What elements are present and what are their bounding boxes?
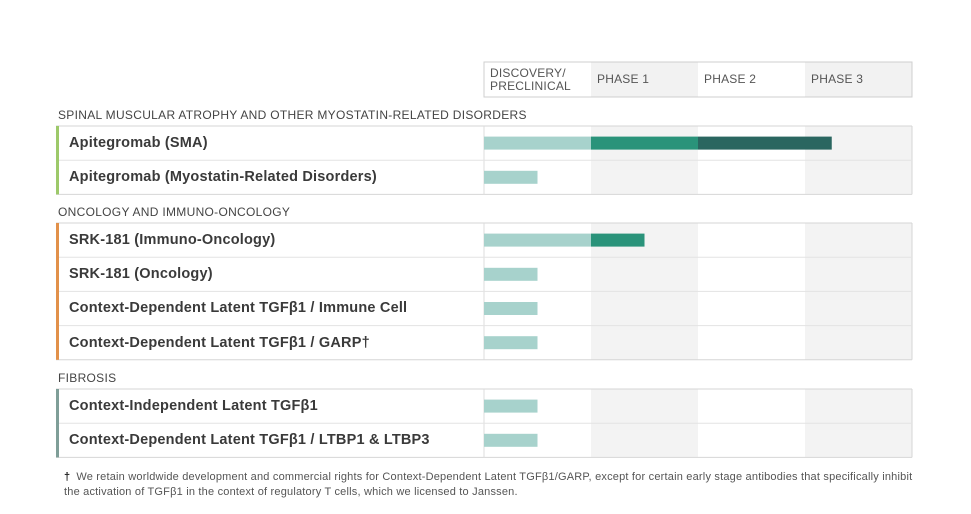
stage-header-cell xyxy=(591,62,698,97)
program-label: SRK-181 (Immuno-Oncology) xyxy=(69,232,276,248)
footnote-text: We retain worldwide development and comm… xyxy=(64,471,913,498)
progress-bar-segment xyxy=(484,399,538,413)
pipeline-chart-svg xyxy=(56,61,913,458)
stage-header-border xyxy=(483,61,913,98)
progress-bar-segment xyxy=(591,136,698,150)
program-label: Context-Dependent Latent TGFβ1 / GARP† xyxy=(69,334,370,351)
progress-bar-segment xyxy=(805,136,832,150)
program-label: Context-Dependent Latent TGFβ1 / Immune … xyxy=(69,300,408,317)
stage-header-label: DISCOVERY/PRECLINICAL xyxy=(490,67,571,93)
group-accent-bar xyxy=(56,389,59,458)
stage-header-line: PHASE 1 xyxy=(597,72,650,86)
stage-header-cell xyxy=(698,62,805,97)
stage-header-line: PRECLINICAL xyxy=(490,79,571,93)
progress-bar-segment xyxy=(698,136,805,150)
program-label: Context-Independent Latent TGFβ1 xyxy=(69,398,318,414)
progress-bar-segment xyxy=(484,267,538,281)
category-label: SPINAL MUSCULAR ATROPHY AND OTHER MYOSTA… xyxy=(58,108,527,122)
progress-bar-segment xyxy=(484,136,591,150)
footnote: † We retain worldwide development and com… xyxy=(64,470,924,500)
footnote-symbol: † xyxy=(64,471,71,483)
group-accent-bar xyxy=(56,126,59,195)
category-label: FIBROSIS xyxy=(58,371,117,385)
stage-header-cell xyxy=(805,62,912,97)
stage-header-label: PHASE 3 xyxy=(811,73,863,86)
category-label: ONCOLOGY AND IMMUNO-ONCOLOGY xyxy=(58,205,291,219)
progress-bar-segment xyxy=(484,233,591,247)
progress-bar-segment xyxy=(591,233,645,247)
progress-bar-segment xyxy=(484,302,538,315)
progress-bar-segment xyxy=(484,170,538,184)
stage-header-line: PHASE 2 xyxy=(704,72,757,86)
stage-header-line: PHASE 3 xyxy=(811,72,864,86)
stage-header-label: PHASE 1 xyxy=(597,73,649,86)
program-label: Apitegromab (SMA) xyxy=(69,135,208,151)
program-label: Apitegromab (Myostatin-Related Disorders… xyxy=(69,169,377,186)
progress-bar-segment xyxy=(484,433,538,447)
program-label: SRK-181 (Oncology) xyxy=(69,266,213,283)
progress-bar-segment xyxy=(484,336,538,350)
group-accent-bar xyxy=(56,223,59,360)
stage-header-cell xyxy=(484,62,591,97)
stage-header-label: PHASE 2 xyxy=(704,73,756,86)
program-label: Context-Dependent Latent TGFβ1 / LTBP1 &… xyxy=(69,432,430,449)
stage-header-line: DISCOVERY/ xyxy=(490,66,566,80)
